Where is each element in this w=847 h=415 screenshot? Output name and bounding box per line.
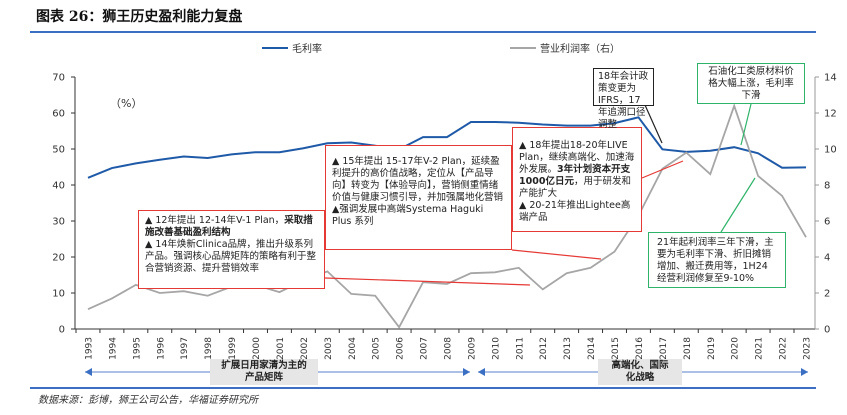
phase-label-premium-global: 高端化、国际 化战略 [598, 359, 682, 385]
phase-label-line: 高端化、国际 [611, 360, 669, 371]
unit-label: （%） [110, 97, 143, 110]
annotation-live-plan: ▲ 18年提出18-20年LIVE Plan，继续高端化、加速海外发展。3年计划… [512, 127, 642, 232]
phase-label-line: 化战略 [625, 372, 655, 383]
left-tick-label: 0 [59, 325, 65, 336]
x-tick-label: 1997 [180, 337, 190, 360]
leader-line-ifrs [644, 104, 663, 144]
annotation-ifrs: 18年会计政策变更为IFRS，17年追溯口径调整 [593, 68, 654, 130]
x-tick-label: 2018 [683, 337, 693, 360]
x-tick-label: 2010 [491, 337, 501, 360]
x-tick-label: 2001 [276, 337, 286, 360]
annotation-text: 18年会计政策变更为IFRS，17年追溯口径调整 [598, 71, 649, 130]
phase-arrow-1-right-arrowhead [463, 368, 470, 376]
left-tick-label: 20 [52, 253, 65, 264]
legend-swatch [510, 46, 536, 49]
annotation-text: ▲ 15年提出 15-17年V-2 Plan，延续盈利提升的高价值战略，定位从【… [332, 156, 504, 203]
right-tick-label: 4 [824, 253, 830, 264]
phase-arrow-2-right-arrowhead [801, 368, 808, 376]
x-tick-label: 2020 [731, 337, 741, 360]
annotation-bold-text: 采取措施改善基础盈利结构 [145, 215, 313, 238]
phase-arrow-2-left-arrowhead [478, 368, 485, 376]
annotation-v1-plan: ▲ 12年提出 12-14年V-1 Plan，采取措施改善基础盈利结构 ▲ 14… [138, 210, 325, 289]
legend-label: 营业利润率（右） [540, 44, 620, 55]
x-tick-label: 2002 [300, 337, 310, 360]
footer-divider [30, 387, 816, 389]
right-tick-label: 12 [824, 109, 837, 120]
x-tick-label: 1994 [108, 337, 118, 360]
leader-line-raw-materials [740, 103, 752, 146]
annotation-bold-text: 3年计划资本开支1000亿日元 [519, 164, 631, 187]
x-tick-label: 1999 [228, 337, 238, 360]
x-tick-label: 2019 [707, 337, 717, 360]
x-tick-label: 2005 [372, 337, 382, 360]
right-tick-label: 10 [824, 145, 837, 156]
x-tick-label: 2003 [324, 337, 334, 360]
annotation-text: 21年起利润率三年下滑，主要为毛利率下滑、折旧摊销增加、搬迁费用等，1H24经营… [657, 237, 774, 284]
x-tick-label: 2012 [539, 337, 549, 360]
source-note: 数据来源：彭博，狮王公司公告，华福证券研究所 [38, 395, 258, 406]
x-tick-label: 2008 [444, 337, 454, 360]
annotation-text: ▲强调发展中高端Systema Haguki Plus 系列 [332, 204, 484, 227]
leader-line-live [641, 160, 684, 179]
phase-arrow-1-left-arrowhead [85, 368, 92, 376]
annotation-margin-decline: 21年起利润率三年下滑，主要为毛利率下滑、折旧摊销增加、搬迁费用等，1H24经营… [648, 232, 786, 288]
leader-line-v2 [511, 249, 602, 260]
x-tick-label: 2004 [348, 337, 358, 360]
x-tick-label: 2023 [803, 337, 813, 360]
legend-item-operating-margin: 营业利润率（右） [510, 40, 620, 55]
x-tick-label: 1995 [132, 337, 142, 360]
right-tick-label: 8 [824, 181, 830, 192]
annotation-text: ，用于研发和产能扩大 [519, 176, 631, 199]
x-tick-label: 2014 [587, 337, 597, 360]
right-tick-label: 0 [824, 325, 830, 336]
x-tick-label: 2016 [635, 337, 645, 360]
left-tick-label: 10 [52, 289, 65, 300]
x-tick-label: 1998 [204, 337, 214, 360]
x-tick-label: 1996 [156, 337, 166, 360]
x-tick-label: 1993 [85, 337, 95, 360]
left-tick-label: 50 [52, 145, 65, 156]
x-tick-label: 2022 [779, 337, 789, 360]
leader-line-v1 [324, 277, 531, 286]
annotation-text: ▲ 18年提出18-20年LIVE Plan，继续高端化、加速海外发展。 [519, 140, 635, 175]
phase-label-line: 产品矩阵 [244, 372, 283, 383]
x-tick-label: 2013 [563, 337, 573, 360]
left-tick-label: 40 [52, 181, 65, 192]
x-tick-label: 2006 [396, 337, 406, 360]
x-tick-label: 2007 [420, 337, 430, 360]
annotation-text: ▲ 20-21年推出Lightee高端产品 [519, 200, 631, 223]
x-tick-label: 2015 [611, 337, 621, 360]
legend-swatch [262, 46, 288, 49]
right-tick-label: 14 [824, 73, 837, 84]
x-tick-label: 2011 [515, 337, 525, 360]
x-tick-label: 2021 [755, 337, 765, 360]
phase-label-line: 扩展日用家清为主的 [221, 360, 307, 371]
annotation-text: 石油化工类原材料价格大幅上涨，毛利率下滑 [708, 66, 794, 101]
legend-label: 毛利率 [292, 44, 322, 55]
left-tick-label: 30 [52, 217, 65, 228]
x-tick-label: 2009 [467, 337, 477, 360]
x-tick-label: 2000 [252, 337, 262, 360]
annotation-text: ▲ 12年提出 12-14年V-1 Plan， [145, 215, 285, 226]
phase-label-product-matrix: 扩展日用家清为主的 产品矩阵 [210, 359, 318, 385]
annotation-raw-materials: 石油化工类原材料价格大幅上涨，毛利率下滑 [697, 63, 805, 104]
annotation-v2-plan: ▲ 15年提出 15-17年V-2 Plan，延续盈利提升的高价值战略，定位从【… [325, 145, 512, 250]
leader-line-margin-decline [720, 177, 756, 233]
left-tick-label: 60 [52, 109, 65, 120]
right-tick-label: 6 [824, 217, 830, 228]
annotation-text: ▲ 14年焕新Clinica品牌，推出升级系列产品。强调核心品牌矩阵的策略有利于… [145, 239, 317, 274]
left-tick-label: 70 [52, 73, 65, 84]
x-tick-label: 2017 [659, 337, 669, 360]
figure-title: 图表 26：狮王历史盈利能力复盘 [36, 9, 243, 25]
legend-item-gross-margin: 毛利率 [262, 40, 322, 55]
title-divider [30, 31, 816, 33]
right-tick-label: 2 [824, 289, 830, 300]
